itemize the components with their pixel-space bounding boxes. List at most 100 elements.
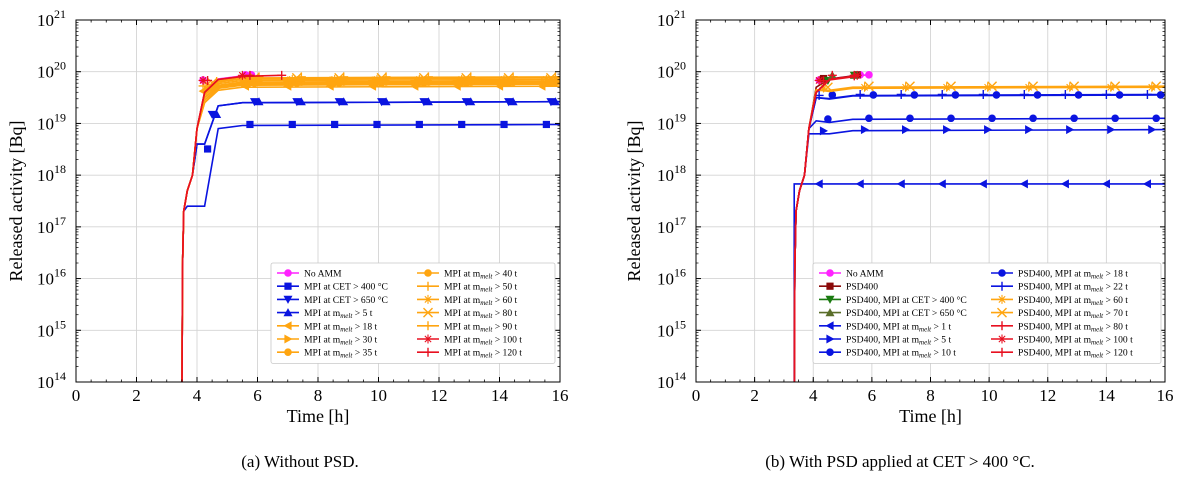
data-point <box>978 179 987 189</box>
legend-label: No AMM <box>304 269 342 280</box>
x-tick-label: 12 <box>1039 386 1056 405</box>
legend-label: PSD400, MPI at mmelt > 70 t <box>1018 308 1128 320</box>
legend-item: PSD400, MPI at CET > 400 °C <box>819 295 967 306</box>
legend-label: MPI at mmelt > 30 t <box>304 335 378 347</box>
data-point <box>246 120 254 129</box>
legend-item: MPI at mmelt > 60 t <box>417 295 518 307</box>
legend-item: MPI at mmelt > 30 t <box>277 334 378 347</box>
data-point <box>296 72 306 82</box>
legend-item: MPI at CET > 400 °C <box>277 282 388 293</box>
series-group <box>181 70 560 382</box>
series-markers-4 <box>212 97 560 119</box>
data-point <box>466 97 476 106</box>
legend-label: MPI at mmelt > 40 t <box>444 269 518 281</box>
legend-label: PSD400, MPI at mmelt > 80 t <box>1018 321 1128 333</box>
legend-item: No AMM <box>819 269 884 280</box>
data-point <box>1060 89 1070 99</box>
data-point <box>1025 125 1034 135</box>
data-point <box>1106 82 1116 92</box>
data-point <box>1107 125 1116 135</box>
x-axis-label: Time [h] <box>287 406 350 426</box>
data-point <box>819 126 829 136</box>
legend-marker <box>284 334 293 344</box>
data-point <box>855 179 864 189</box>
legend-item: MPI at mmelt > 80 t <box>417 307 518 320</box>
data-point <box>937 89 947 99</box>
legend-marker <box>998 269 1006 277</box>
data-point <box>237 70 247 80</box>
y-axis: 1014 1015 1016 1017 1018 1019 1020 1021 <box>657 7 1165 392</box>
y-tick-label: 1017 <box>37 214 66 237</box>
legend-marker <box>997 321 1007 331</box>
data-point <box>855 89 865 99</box>
x-tick-label: 10 <box>370 386 387 405</box>
x-tick-label: 2 <box>132 386 141 405</box>
x-tick-label: 8 <box>926 386 935 405</box>
series-line-14 <box>793 75 855 382</box>
x-tick-label: 4 <box>193 386 202 405</box>
data-point <box>296 97 306 106</box>
legend-label: PSD400, MPI at mmelt > 60 t <box>1018 295 1128 307</box>
data-point <box>254 97 264 106</box>
legend-label: PSD400 <box>846 282 878 293</box>
data-point <box>865 71 873 79</box>
series-markers-14 <box>819 71 859 86</box>
data-point <box>824 115 832 123</box>
y-tick-label: 1018 <box>657 162 686 185</box>
series-group <box>793 70 1165 382</box>
legend-item: PSD400, MPI at mmelt > 60 t <box>991 295 1128 307</box>
data-point <box>1148 125 1157 135</box>
legend-marker <box>826 348 834 357</box>
legend-label: MPI at mmelt > 100 t <box>444 335 522 347</box>
data-point <box>901 125 911 135</box>
data-point <box>1152 114 1161 123</box>
x-tick-label: 0 <box>692 386 701 405</box>
data-point <box>339 72 349 82</box>
data-point <box>978 89 988 99</box>
data-point <box>1101 179 1110 189</box>
data-point <box>819 76 829 86</box>
y-axis-label: Released activity [Bq] <box>624 121 644 282</box>
y-tick-label: 1021 <box>657 7 686 30</box>
x-tick-label: 12 <box>431 386 448 405</box>
data-point <box>550 97 560 106</box>
legend-marker <box>423 347 433 357</box>
legend-label: No AMM <box>846 269 884 280</box>
legend-item: MPI at mmelt > 5 t <box>277 308 373 320</box>
legend-marker <box>284 282 292 290</box>
data-point <box>414 74 424 84</box>
data-point <box>288 120 296 129</box>
legend-marker <box>825 308 835 317</box>
legend-marker <box>423 334 433 344</box>
data-point <box>1070 114 1078 123</box>
legend-marker <box>997 307 1007 318</box>
data-point <box>207 110 217 119</box>
data-point <box>545 72 556 83</box>
data-point <box>828 91 837 99</box>
legend-marker <box>283 321 292 331</box>
legend-label: MPI at mmelt > 18 t <box>304 321 378 333</box>
legend-label: MPI at mmelt > 5 t <box>304 308 373 320</box>
data-point <box>906 114 914 123</box>
data-point <box>896 89 906 99</box>
legend-label: MPI at mmelt > 120 t <box>444 348 522 360</box>
legend: No AMM MPI at CET > 400 °C MPI at CET > 65… <box>270 262 556 364</box>
series-markers-11 <box>822 81 1162 93</box>
legend-marker <box>826 282 834 290</box>
legend-label: MPI at mmelt > 90 t <box>444 321 518 333</box>
legend-marker <box>283 308 293 317</box>
legend-marker <box>423 307 433 318</box>
legend-box <box>812 262 1162 364</box>
y-tick-label: 1018 <box>37 162 66 185</box>
caption-without-psd: (a) Without PSD. <box>241 452 359 471</box>
data-point <box>331 120 339 129</box>
data-point <box>1101 89 1111 99</box>
x-tick-label: 16 <box>1157 386 1174 405</box>
data-point <box>198 75 208 85</box>
data-point <box>1142 179 1152 189</box>
y-tick-label: 1020 <box>37 59 66 82</box>
y-axis: 1014 1015 1016 1017 1018 1019 1020 1021 <box>37 7 560 392</box>
data-point <box>937 179 946 189</box>
legend-marker <box>825 321 834 331</box>
legend-marker <box>284 348 292 357</box>
